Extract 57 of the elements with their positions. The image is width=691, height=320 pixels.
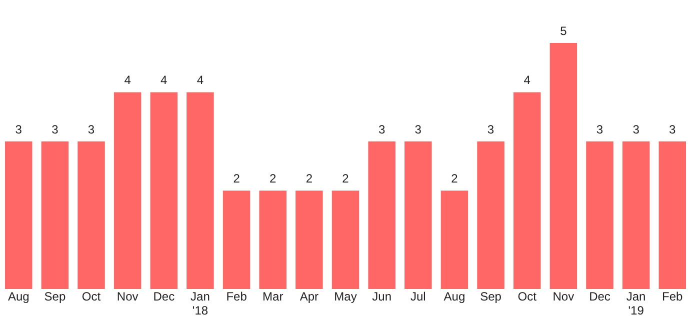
x-tick-label: Aug — [444, 290, 466, 304]
data-label: 3 — [632, 122, 640, 136]
data-label: 4 — [524, 73, 531, 88]
data-label: 3 — [15, 122, 22, 136]
x-tick-label: Nov — [116, 290, 138, 304]
data-label: 3 — [669, 122, 676, 136]
x-tick-label: Aug — [8, 290, 30, 304]
x-tick-label: Jun — [372, 290, 392, 304]
x-tick-label: Feb — [226, 290, 248, 304]
data-label: 3 — [414, 122, 422, 136]
data-label: 4 — [196, 73, 204, 88]
x-tick-label: May — [334, 290, 357, 304]
data-label: 4 — [124, 73, 132, 88]
x-tick-label: Dec — [153, 290, 175, 304]
x-tick-label: Oct — [82, 290, 102, 304]
data-label: 2 — [270, 172, 277, 186]
x-tick-label: Feb — [662, 290, 684, 304]
data-label: 2 — [233, 172, 240, 186]
bar — [186, 92, 214, 289]
x-tick-label: Nov — [552, 290, 574, 304]
x-tick-label: Jan '19 — [626, 290, 646, 318]
x-tick-label: Mar — [262, 290, 284, 304]
data-label: 3 — [378, 122, 386, 136]
bar — [550, 43, 578, 289]
bar — [222, 190, 250, 289]
bar — [332, 190, 360, 289]
bar — [586, 141, 614, 289]
data-label: 2 — [342, 172, 350, 186]
x-tick-label: Oct — [518, 290, 538, 304]
x-tick-label: Sep — [44, 290, 66, 304]
data-label: 3 — [52, 122, 59, 136]
bar — [368, 141, 396, 289]
bar — [622, 141, 650, 289]
x-tick-label: Sep — [480, 290, 502, 304]
data-label: 5 — [560, 24, 568, 38]
bar — [477, 141, 504, 289]
bar — [404, 141, 432, 289]
x-tick-label: Apr — [300, 290, 319, 304]
data-label: 3 — [487, 122, 494, 136]
x-tick-label: Jan '18 — [190, 290, 210, 318]
bar — [658, 141, 686, 289]
x-tick-label: Dec — [589, 290, 610, 304]
bar — [296, 190, 323, 289]
data-label: 2 — [451, 172, 458, 186]
bar — [440, 190, 468, 289]
bar — [259, 190, 286, 289]
data-label: 3 — [88, 122, 95, 136]
data-label: 4 — [160, 73, 168, 88]
bar — [150, 92, 178, 289]
bar — [513, 92, 541, 289]
data-label: 2 — [306, 172, 313, 186]
bar — [114, 92, 142, 289]
bar — [41, 141, 69, 289]
bar — [78, 141, 105, 289]
data-label: 3 — [596, 122, 604, 136]
bar — [5, 141, 32, 289]
x-tick-label: Jul — [410, 290, 426, 304]
